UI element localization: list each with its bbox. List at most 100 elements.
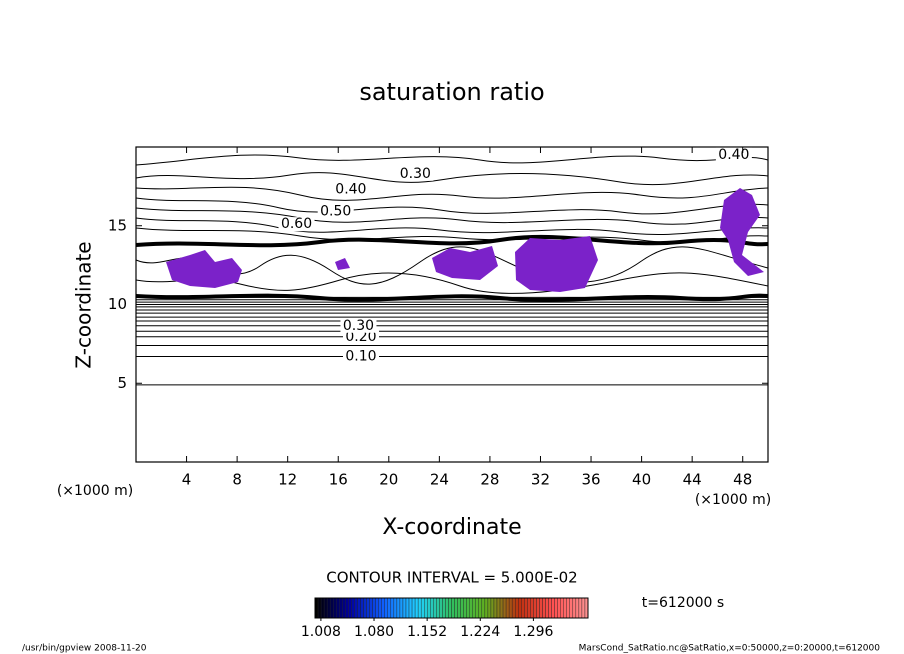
colorbar-swatch [387, 597, 392, 619]
colorbar-swatch [399, 597, 404, 619]
colorbar-swatch [342, 597, 346, 619]
colorbar-swatch [414, 597, 419, 619]
colorbar-swatch [542, 597, 546, 619]
colorbar-swatch [433, 597, 437, 619]
contour-label-bg [317, 204, 354, 219]
x-tick-label: 32 [531, 471, 550, 489]
colorbar-swatch [515, 597, 519, 619]
contour-interval: CONTOUR INTERVAL = 5.000E-02 [326, 569, 577, 587]
colorbar-swatch [345, 597, 349, 619]
colorbar-swatch [533, 597, 537, 619]
colorbar-swatch [378, 597, 382, 619]
colorbar-swatch [502, 597, 507, 619]
y-tick-label: 5 [117, 374, 127, 392]
colorbar-swatch [339, 597, 343, 619]
colorbar-swatch [527, 597, 531, 619]
colorbar-swatch [381, 597, 385, 619]
colorbar-swatch [384, 597, 388, 619]
shaded-region [432, 246, 498, 280]
contour-label: 0.30 [343, 318, 374, 334]
y-axis-label: Z-coordinate [72, 241, 96, 368]
colorbar-swatch [323, 597, 328, 619]
colorbar-swatch [466, 597, 470, 619]
y-axis-unit: (×1000 m) [57, 483, 133, 499]
colorbar-swatch [508, 597, 513, 619]
colorbar-swatch [366, 597, 370, 619]
colorbar-swatch [478, 597, 483, 619]
chart-title: saturation ratio [359, 78, 544, 106]
contour-label-bg [340, 318, 377, 333]
colorbar-swatch [469, 597, 473, 619]
colorbar-swatch [451, 597, 455, 619]
colorbar-swatch [375, 597, 379, 619]
colorbar-swatch [566, 597, 570, 619]
colorbar-swatch [499, 597, 504, 619]
colorbar-tick-label: 1.224 [460, 624, 500, 640]
contour-line [135, 197, 769, 215]
colorbar-swatch [351, 597, 355, 619]
colorbar-swatch [454, 597, 458, 619]
colorbar-swatch [320, 597, 325, 619]
colorbar-swatch [475, 597, 479, 619]
colorbar-swatch [578, 597, 583, 619]
y-tick-label: 15 [108, 216, 127, 234]
x-tick-label: 4 [182, 471, 192, 489]
footer-left: /usr/bin/gpview 2008-11-20 [22, 644, 147, 654]
colorbar-swatch [539, 597, 543, 619]
colorbar-swatch [427, 597, 431, 619]
colorbar-swatch [457, 597, 461, 619]
colorbar-swatch [521, 597, 525, 619]
colorbar-swatch [372, 597, 376, 619]
contour-label: 0.50 [320, 204, 351, 220]
x-tick-label: 36 [581, 471, 600, 489]
contour-label: 0.30 [400, 166, 431, 182]
x-tick-label: 20 [379, 471, 398, 489]
colorbar-swatch [369, 597, 373, 619]
contour-label-bg [332, 182, 369, 197]
colorbar-swatch [430, 597, 434, 619]
contour-line [135, 172, 769, 186]
contour-label: 0.10 [345, 348, 376, 364]
colorbar-swatch [329, 597, 334, 619]
colorbar-swatch [518, 597, 522, 619]
colorbar-swatch [357, 597, 361, 619]
colorbar-swatch [493, 597, 498, 619]
colorbar-swatch [569, 597, 574, 619]
shaded-regions [166, 188, 764, 292]
contour-label: 0.40 [718, 147, 749, 163]
x-tick-label: 12 [278, 471, 297, 489]
colorbar-swatch [524, 597, 528, 619]
colorbar-swatch [436, 597, 440, 619]
colorbar-swatch [487, 597, 492, 619]
colorbar-swatch [548, 597, 552, 619]
contour-line [135, 186, 769, 201]
contour-label: 0.20 [345, 329, 376, 345]
colorbar-swatch [554, 597, 558, 619]
footer-right: MarsCond_SatRatio.nc@SatRatio,x=0:50000,… [579, 644, 881, 654]
colorbar-swatch [393, 597, 398, 619]
colorbar-swatch [448, 597, 452, 619]
colorbar-swatch [411, 597, 416, 619]
colorbar-swatch [439, 597, 443, 619]
shaded-region [515, 236, 598, 292]
colorbar-swatch [363, 597, 367, 619]
x-tick-label: 48 [733, 471, 752, 489]
colorbar-swatch [563, 597, 567, 619]
colorbar-swatch [317, 597, 322, 619]
contour-label: 0.60 [281, 216, 312, 232]
shaded-region [720, 188, 764, 276]
colorbar-swatch [333, 597, 337, 619]
contour-line [135, 154, 769, 166]
colorbar-swatch [575, 597, 580, 619]
x-tick-label: 16 [329, 471, 348, 489]
colorbar-swatch [581, 597, 586, 619]
colorbar-swatch [496, 597, 501, 619]
colorbar-swatch [463, 597, 467, 619]
colorbar-swatch [530, 597, 534, 619]
colorbar-tick-label: 1.008 [301, 624, 341, 640]
contour-line [135, 207, 769, 225]
colorbar-swatch [460, 597, 464, 619]
colorbar-swatch [536, 597, 540, 619]
colorbar-swatch [490, 597, 495, 619]
